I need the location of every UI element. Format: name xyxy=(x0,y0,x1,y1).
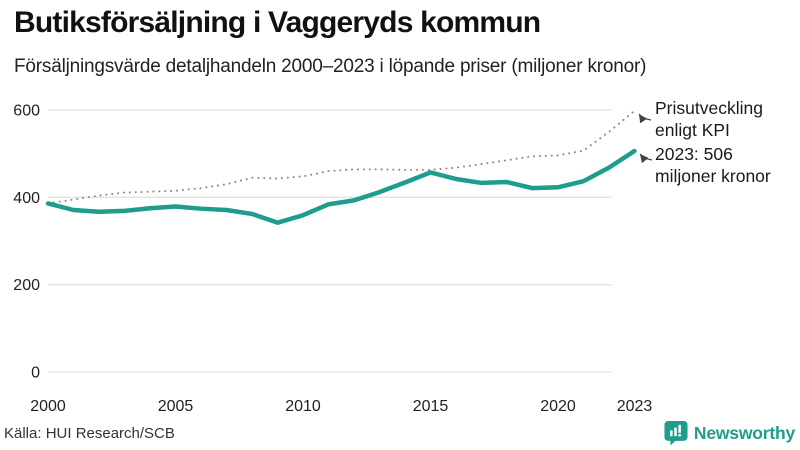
x-tick-label: 2005 xyxy=(158,398,194,415)
x-tick-label: 2020 xyxy=(540,398,576,415)
y-tick-label: 600 xyxy=(13,103,40,120)
newsworthy-logo-text: Newsworthy xyxy=(693,422,795,443)
annotation-arrows xyxy=(638,113,653,164)
newsworthy-logo-icon xyxy=(664,421,688,446)
y-tick-label: 200 xyxy=(13,277,40,294)
source-text: Källa: HUI Research/SCB xyxy=(4,425,175,442)
data-series xyxy=(45,109,637,225)
y-tick-label: 400 xyxy=(13,190,40,207)
annotation-kpi-label: Prisutveckling enligt KPI xyxy=(655,98,763,140)
annotation-2023-value: 2023: 506 miljoner kronor xyxy=(655,144,771,186)
x-tick-label: 2000 xyxy=(30,398,66,415)
x-tick-label: 2015 xyxy=(413,398,449,415)
annotation-arrow-kpi xyxy=(638,113,652,124)
x-tick-label: 2010 xyxy=(285,398,321,415)
page-title: Butiksförsäljning i Vaggeryds kommun xyxy=(14,6,541,39)
sales-line xyxy=(45,148,637,225)
gridlines xyxy=(48,109,612,373)
newsworthy-logo: Newsworthy xyxy=(664,420,795,446)
y-tick-label: 0 xyxy=(31,365,40,382)
axis-tick-labels: 0 200 400 600 2000 2005 2010 2015 2020 2023 xyxy=(13,103,652,416)
annotation-arrow-value xyxy=(639,153,653,164)
kpi-dotted-line xyxy=(47,109,636,205)
x-tick-label: 2023 xyxy=(617,398,653,415)
chart-subtitle: Försäljningsvärde detaljhandeln 2000–202… xyxy=(14,56,647,77)
